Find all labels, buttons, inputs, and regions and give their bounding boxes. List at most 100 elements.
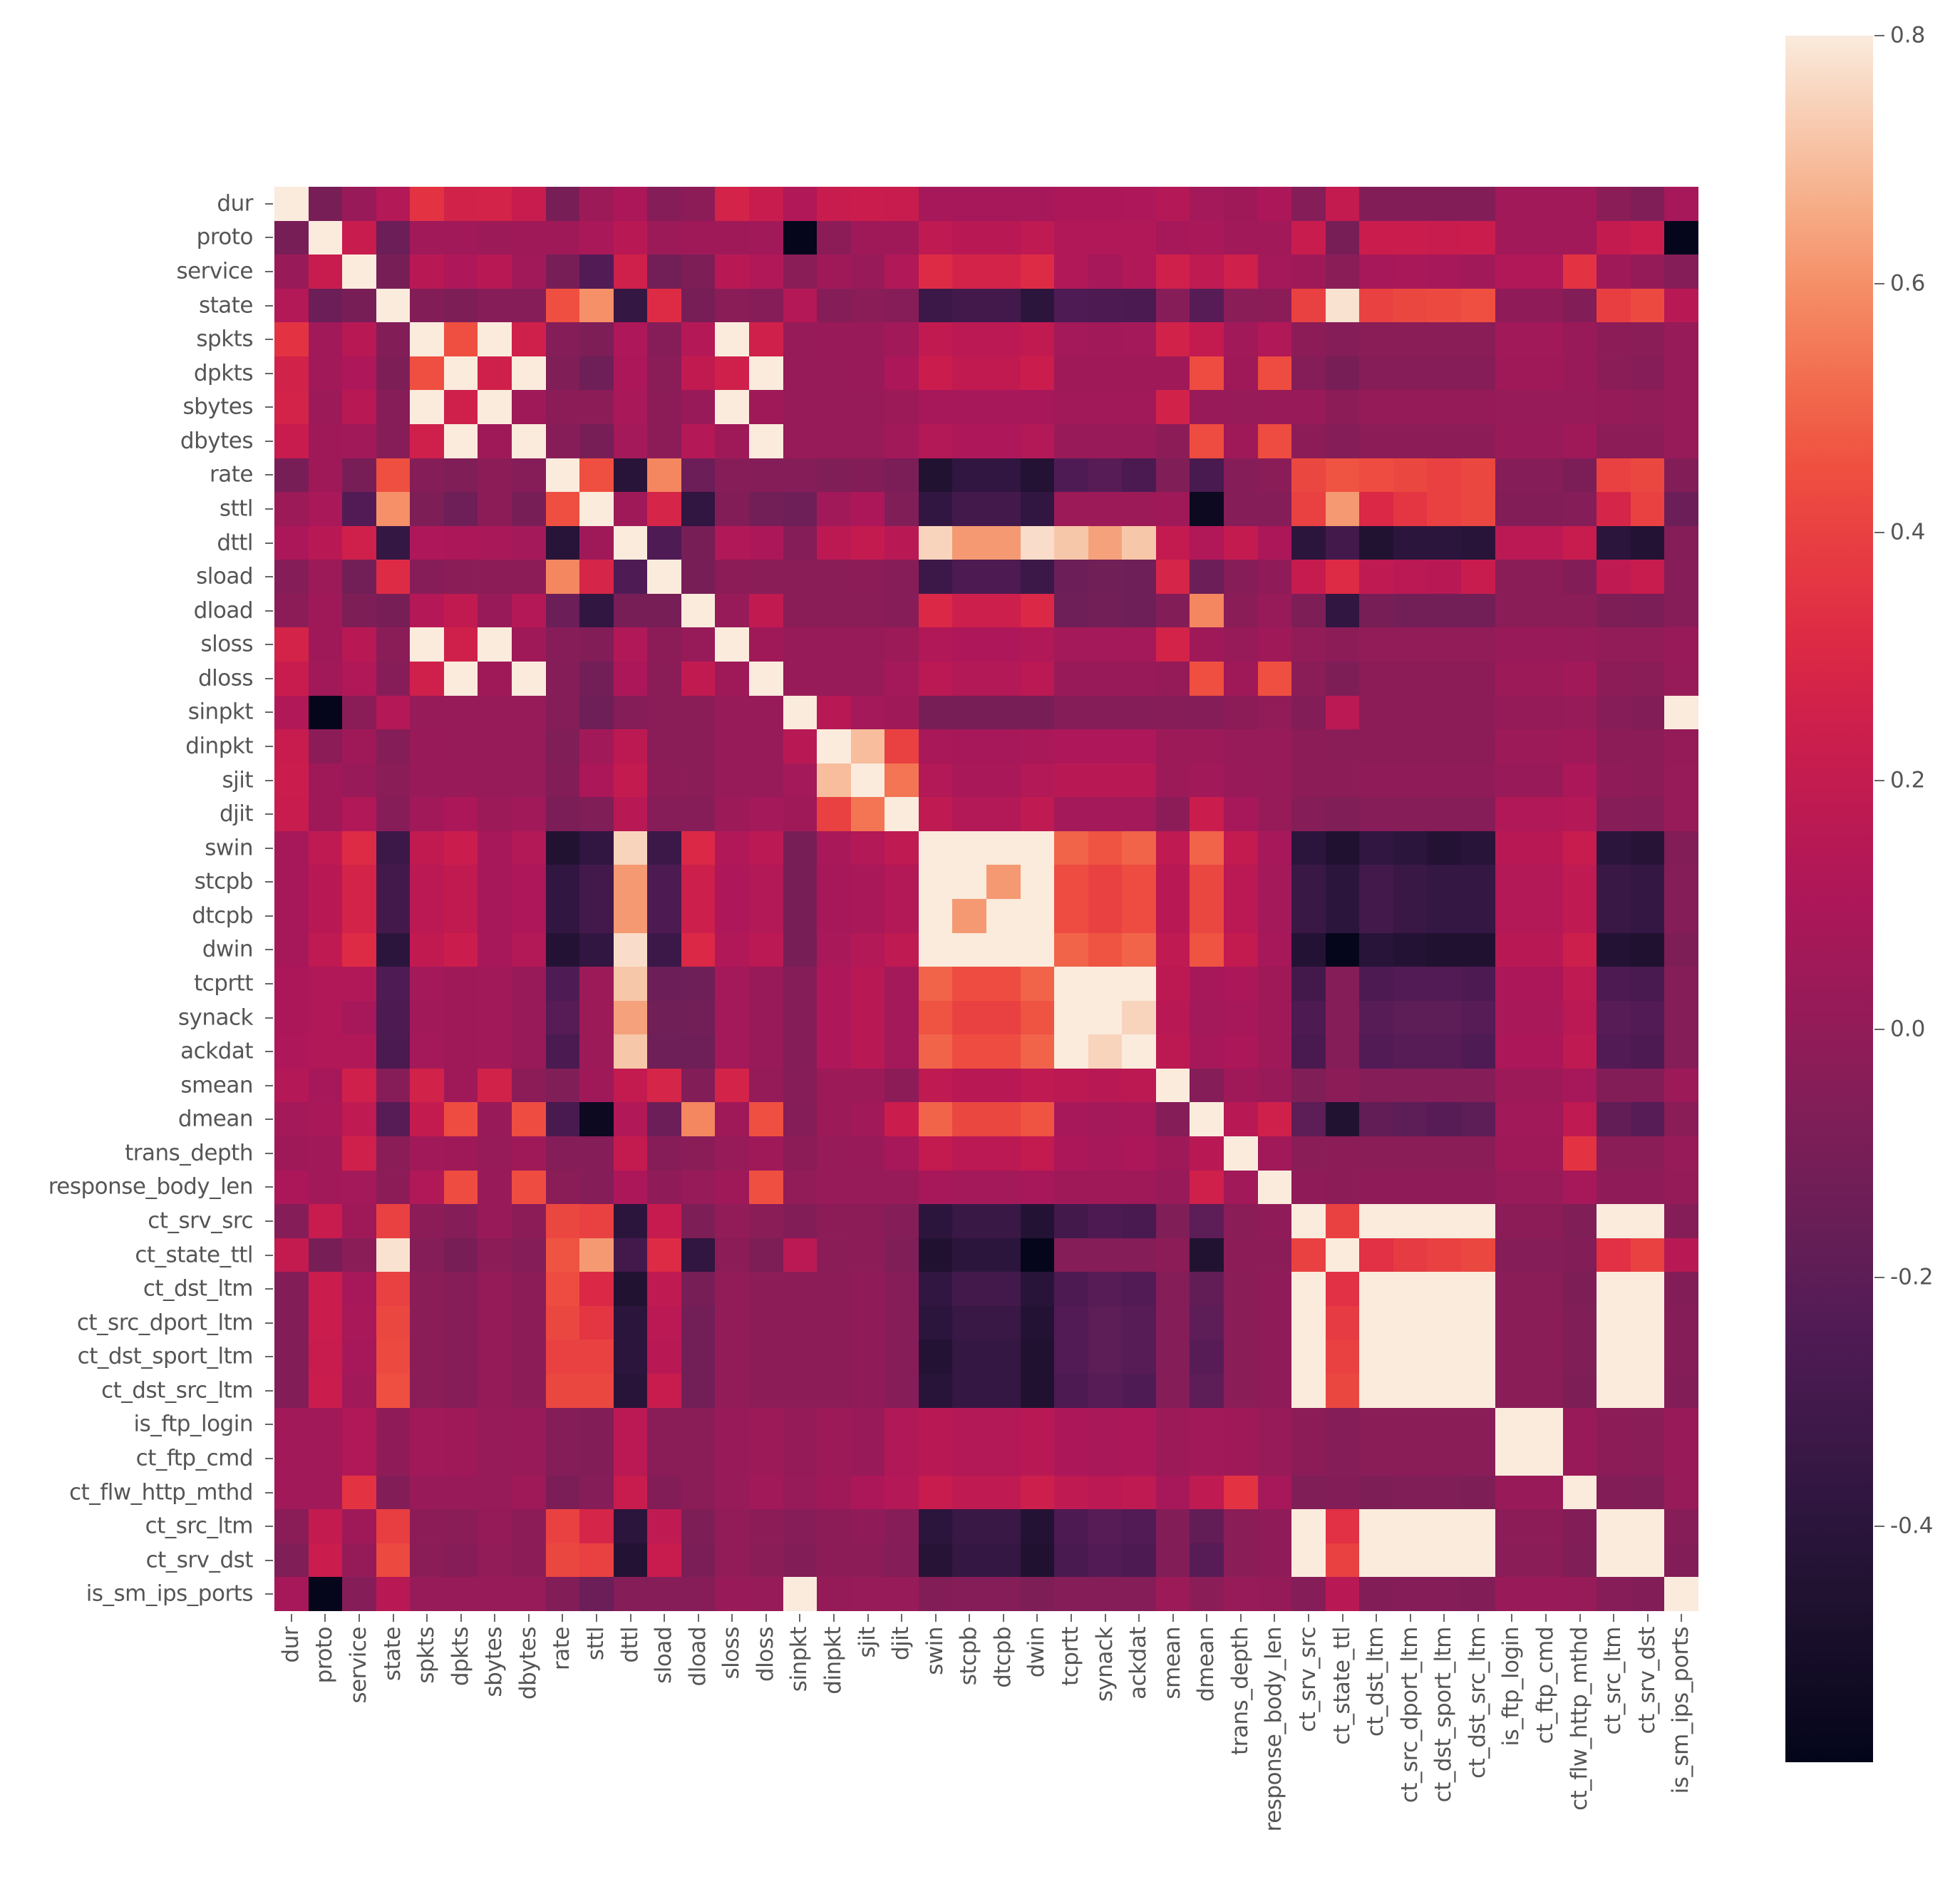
heatmap-cell	[749, 967, 783, 1001]
heatmap-cell	[579, 1000, 614, 1035]
heatmap-cell	[749, 1272, 783, 1306]
y-tick-label: dttl	[217, 530, 253, 555]
heatmap-cell	[1020, 593, 1055, 628]
heatmap-cell	[1088, 967, 1123, 1001]
heatmap-cell	[1291, 220, 1326, 255]
heatmap-cell	[376, 492, 411, 526]
heatmap-cell	[512, 899, 546, 933]
heatmap-cell	[1393, 1543, 1428, 1578]
heatmap-cell	[410, 662, 444, 696]
heatmap-cell	[647, 1272, 681, 1306]
heatmap-cell	[1529, 1305, 1563, 1340]
heatmap-cell	[613, 932, 648, 967]
heatmap-cell	[579, 1374, 614, 1408]
heatmap-cell	[1529, 729, 1563, 763]
heatmap-cell	[1427, 1136, 1461, 1171]
heatmap-cell	[1020, 1407, 1055, 1442]
heatmap-cell	[1190, 560, 1224, 594]
heatmap-cell	[308, 1577, 343, 1611]
heatmap-cell	[1088, 695, 1123, 730]
heatmap-cell	[681, 627, 716, 662]
heatmap-cell	[1088, 1170, 1123, 1205]
heatmap-cell	[613, 662, 648, 696]
heatmap-cell	[986, 1034, 1021, 1069]
heatmap-cell	[1529, 1339, 1563, 1374]
heatmap-cell	[579, 525, 614, 560]
x-tick-label: state	[379, 1627, 406, 1682]
heatmap-cell	[410, 865, 444, 899]
heatmap-cell	[410, 322, 444, 356]
heatmap-cell	[613, 593, 648, 628]
heatmap-cell	[817, 1068, 851, 1103]
heatmap-cell	[1359, 1238, 1393, 1272]
heatmap-cell	[1257, 458, 1292, 493]
heatmap-cell	[1664, 1441, 1698, 1476]
heatmap-cell	[1664, 254, 1698, 289]
heatmap-cell	[376, 1068, 411, 1103]
heatmap-cell	[1630, 254, 1665, 289]
y-tick-label: smean	[180, 1072, 253, 1099]
heatmap-cell	[1325, 1339, 1360, 1374]
heatmap-cell	[1325, 1170, 1360, 1205]
heatmap-cell	[443, 1475, 478, 1510]
heatmap-cell	[545, 899, 580, 933]
heatmap-cell	[1088, 254, 1123, 289]
heatmap-cell	[1325, 1102, 1360, 1136]
heatmap-cell	[783, 560, 817, 594]
heatmap-cell	[749, 627, 783, 662]
heatmap-cell	[1088, 288, 1123, 323]
heatmap-cell	[308, 390, 343, 424]
heatmap-cell	[512, 932, 546, 967]
heatmap-cell	[918, 187, 953, 221]
heatmap-cell	[613, 390, 648, 424]
y-tick-label: sbytes	[182, 394, 253, 420]
heatmap-cell	[1359, 1577, 1393, 1611]
heatmap-cell	[1562, 729, 1597, 763]
heatmap-cell	[1562, 390, 1597, 424]
heatmap-cell	[1088, 1238, 1123, 1272]
colorbar-tick-label: 0.0	[1890, 1016, 1926, 1042]
heatmap-cell	[443, 1339, 478, 1374]
heatmap-cell	[579, 1543, 614, 1578]
heatmap-cell	[1291, 967, 1326, 1001]
heatmap-cell	[884, 695, 919, 730]
heatmap-cell	[1054, 967, 1088, 1001]
heatmap-cell	[783, 967, 817, 1001]
heatmap-cell	[986, 1102, 1021, 1136]
heatmap-cell	[715, 932, 749, 967]
heatmap-cell	[1630, 356, 1665, 391]
heatmap-cell	[308, 1102, 343, 1136]
y-tick-label: dpkts	[193, 360, 254, 386]
heatmap-cell	[715, 322, 749, 356]
heatmap-cell	[884, 560, 919, 594]
heatmap-cell	[1257, 932, 1292, 967]
heatmap-cell	[1529, 1034, 1563, 1069]
heatmap-cell	[274, 356, 309, 391]
heatmap-cell	[545, 322, 580, 356]
heatmap-cell	[1495, 831, 1530, 865]
heatmap-cell	[715, 967, 749, 1001]
heatmap-cell	[715, 1034, 749, 1069]
heatmap-cell	[1562, 932, 1597, 967]
heatmap-cell	[308, 967, 343, 1001]
heatmap-cell	[1155, 458, 1190, 493]
heatmap-cell	[613, 356, 648, 391]
heatmap-cell	[783, 695, 817, 730]
heatmap-cell	[918, 1441, 953, 1476]
heatmap-cell	[1597, 525, 1631, 560]
heatmap-cell	[1257, 1238, 1292, 1272]
heatmap-cell	[1359, 187, 1393, 221]
heatmap-cell	[1224, 1272, 1258, 1306]
heatmap-cell	[1359, 1170, 1393, 1205]
heatmap-cell	[1461, 865, 1495, 899]
heatmap-cell	[1664, 1374, 1698, 1408]
heatmap-cell	[1155, 1509, 1190, 1543]
heatmap-cell	[681, 390, 716, 424]
heatmap-cell	[579, 831, 614, 865]
heatmap-cell	[1630, 1102, 1665, 1136]
heatmap-cell	[545, 424, 580, 458]
heatmap-cell	[1054, 492, 1088, 526]
y-tick-mark	[265, 982, 273, 984]
heatmap-cell	[1359, 627, 1393, 662]
